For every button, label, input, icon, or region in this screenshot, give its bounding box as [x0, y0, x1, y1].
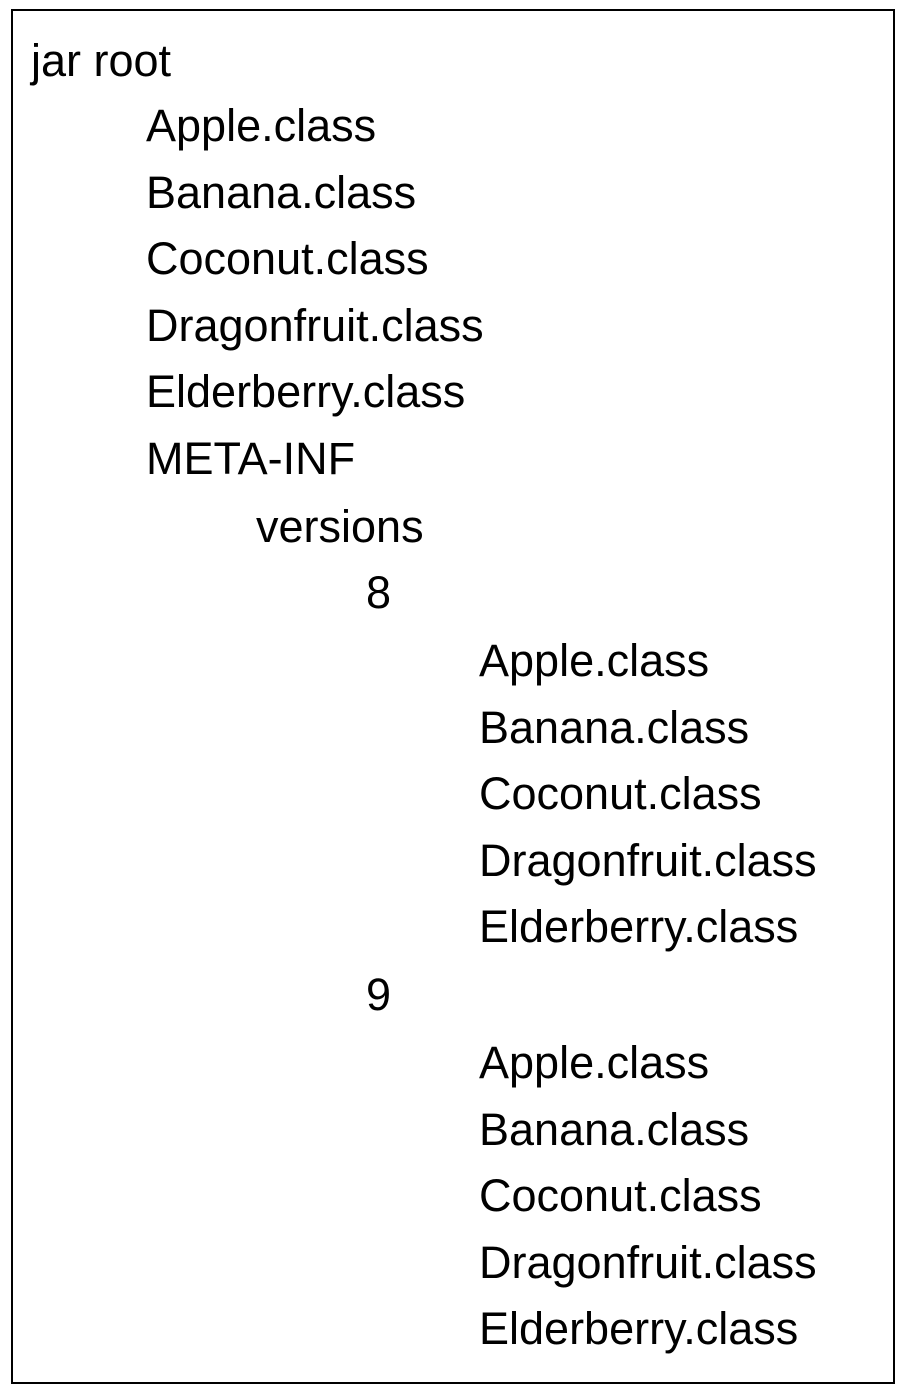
versions-folder: versions	[256, 501, 424, 552]
diagram-frame	[11, 9, 895, 1384]
version-9-file-item: Dragonfruit.class	[479, 1237, 817, 1288]
version-9-file-item: Apple.class	[479, 1037, 710, 1088]
version-9-file-item: Coconut.class	[479, 1170, 762, 1221]
version-8-file-item: Banana.class	[479, 702, 750, 753]
version-8-file-item: Coconut.class	[479, 768, 762, 819]
root-file-item: Dragonfruit.class	[146, 300, 484, 351]
version-8-file-item: Dragonfruit.class	[479, 835, 817, 886]
root-file-item: Coconut.class	[146, 233, 429, 284]
version-9-file-item: Banana.class	[479, 1104, 750, 1155]
root-file-item: Banana.class	[146, 167, 417, 218]
version-8-file-item: Apple.class	[479, 635, 710, 686]
root-file-item: Apple.class	[146, 100, 377, 151]
version-8-folder: 8	[366, 567, 392, 618]
version-8-file-item: Elderberry.class	[479, 901, 799, 952]
version-9-file-item: Elderberry.class	[479, 1303, 799, 1354]
tree-root-label: jar root	[31, 35, 172, 86]
meta-inf-folder: META-INF	[146, 433, 356, 484]
root-file-item: Elderberry.class	[146, 366, 466, 417]
version-9-folder: 9	[366, 969, 392, 1020]
